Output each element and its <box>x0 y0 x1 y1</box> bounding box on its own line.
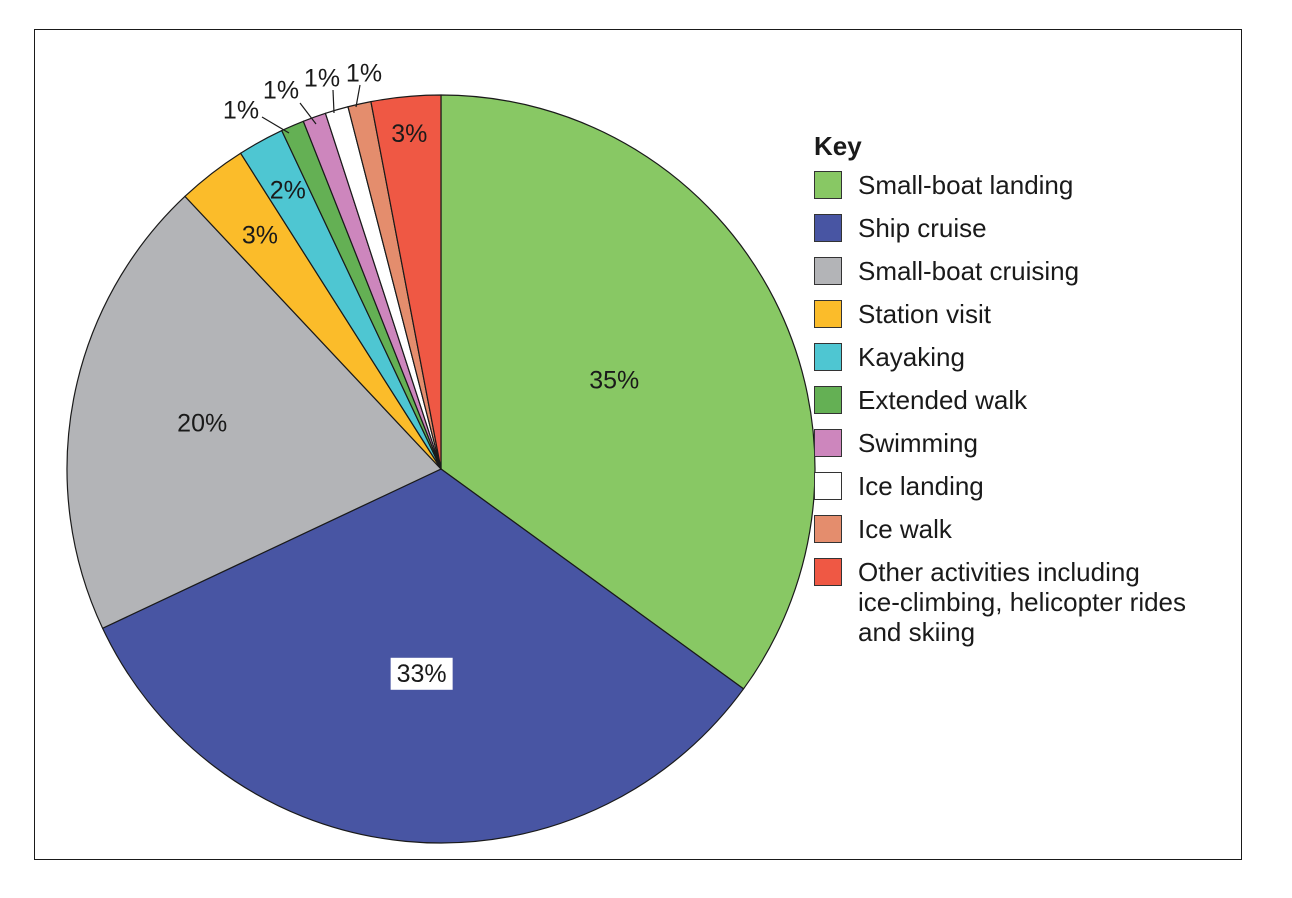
slice-other-activities-including-ice-climbing- <box>370 94 442 470</box>
legend-item-extended-walk: Extended walk <box>814 385 1188 415</box>
slice-label-small-boat-landing: 35% <box>589 367 639 395</box>
legend-label: Extended walk <box>858 385 1028 415</box>
legend-swatch <box>814 214 842 242</box>
legend-item-station-visit: Station visit <box>814 299 1188 329</box>
legend-label: Other activities including ice-climbing,… <box>858 557 1187 647</box>
legend-swatch <box>814 300 842 328</box>
legend-label: Ice landing <box>858 471 984 501</box>
legend-item-kayaking: Kayaking <box>814 342 1188 372</box>
leader-line-swimming <box>299 102 317 125</box>
legend-title: Key <box>814 131 862 161</box>
legend-label: Swimming <box>858 428 978 458</box>
slice-label-kayaking: 2% <box>270 176 306 204</box>
legend-label: Small-boat cruising <box>858 256 1080 286</box>
legend: Key Small-boat landing Ship cruise Small-b… <box>814 131 1188 660</box>
pie-slices <box>66 94 816 844</box>
legend-item-ice-walk: Ice walk <box>814 514 1188 544</box>
slice-label-swimming: 1% <box>263 77 299 105</box>
legend-label: Kayaking <box>858 342 965 372</box>
leader-line-ice-landing <box>332 89 335 114</box>
slice-label-other-activities-including-ice-climbing-: 3% <box>391 120 427 148</box>
legend-swatch <box>814 515 842 543</box>
legend-swatch <box>814 558 842 586</box>
legend-swatch <box>814 472 842 500</box>
slice-labels: 35%33%20%3%2%1%1% 1% 1%3% <box>177 60 639 690</box>
legend-item-small-boat-landing: Small-boat landing <box>814 170 1188 200</box>
leader-line-extended-walk <box>261 116 290 134</box>
legend-label: Station visit <box>858 299 991 329</box>
slice-ship-cruise <box>101 468 745 844</box>
legend-item-ice-landing: Ice landing <box>814 471 1188 501</box>
legend-item-other-activities-including-ice-climbing-: Other activities including ice-climbing,… <box>814 557 1188 647</box>
slice-label-ice-landing: 1% <box>304 65 340 93</box>
slice-small-boat-landing <box>440 94 816 690</box>
legend-swatch <box>814 429 842 457</box>
legend-label: Small-boat landing <box>858 170 1074 200</box>
legend-label: Ship cruise <box>858 213 987 243</box>
slice-label-extended-walk: 1% <box>223 97 259 125</box>
leader-lines <box>261 84 361 134</box>
legend-swatch <box>814 343 842 371</box>
slice-label-small-boat-cruising: 20% <box>177 409 227 437</box>
slice-label-ice-walk: 1% <box>346 60 382 88</box>
chart-frame <box>34 29 1242 860</box>
legend-item-swimming: Swimming <box>814 428 1188 458</box>
legend-item-ship-cruise: Ship cruise <box>814 213 1188 243</box>
legend-swatch <box>814 257 842 285</box>
legend-items: Small-boat landing Ship cruise Small-boat … <box>814 170 1188 647</box>
legend-item-small-boat-cruising: Small-boat cruising <box>814 256 1188 286</box>
slice-label-box-ship-cruise <box>390 657 453 690</box>
slice-label-ship-cruise: 33% <box>397 660 447 688</box>
leader-line-ice-walk <box>355 84 361 108</box>
legend-swatch <box>814 171 842 199</box>
legend-swatch <box>814 386 842 414</box>
slice-small-boat-cruising <box>66 195 442 629</box>
slice-label-station-visit: 3% <box>242 222 278 250</box>
legend-label: Ice walk <box>858 514 952 544</box>
